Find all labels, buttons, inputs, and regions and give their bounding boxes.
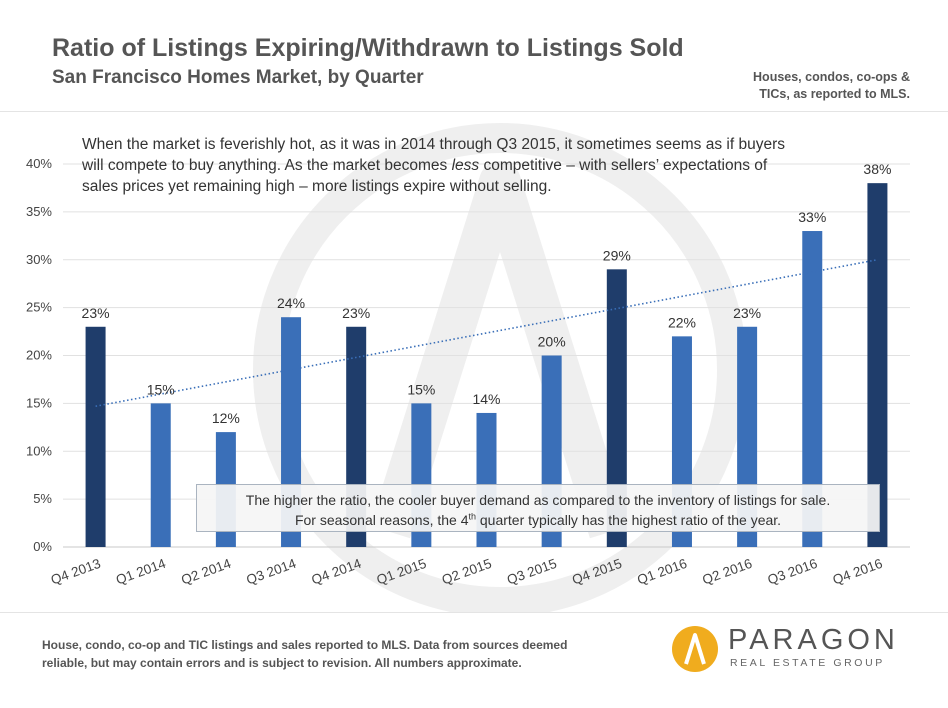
scope-note: Houses, condos, co-ops & TICs, as report… [753,70,910,101]
y-tick-label: 20% [26,348,52,363]
data-label: 12% [212,410,240,426]
y-tick-label: 40% [26,156,52,171]
explanation-line-2-start: For seasonal reasons, the 4 [294,512,469,528]
data-label: 14% [472,391,500,407]
logo-tagline: REAL ESTATE GROUP [730,657,885,669]
x-tick-label: Q1 2014 [114,556,168,588]
source-note: House, condo, co-op and TIC listings and… [42,638,568,670]
data-label: 23% [82,305,110,321]
data-label: 23% [733,305,761,321]
data-label: 20% [538,334,566,350]
annotation-emphasis: less [451,157,480,174]
explanation-line-1: The higher the ratio, the cooler buyer d… [245,492,831,508]
x-tick-label: Q2 2014 [179,556,233,588]
market-annotation: When the market is feverishly hot, as it… [82,134,802,197]
bar [85,326,106,547]
bar [150,403,171,547]
data-label: 23% [342,305,370,321]
explanation-line-2: For seasonal reasons, the 4th quarter ty… [205,510,871,530]
y-tick-label: 15% [26,395,52,410]
y-tick-label: 30% [26,252,52,267]
y-tick-label: 35% [26,204,52,219]
x-axis: Q4 2013 Q1 2014 Q2 2014 Q3 2014 Q4 2014 Q1 20… [49,556,885,588]
data-labels: 23% 15% 12% 24% 23% 15% 14% 20% 29% 22% 23% 33% 38% [82,161,892,426]
data-label: 15% [147,381,175,397]
logo-wordmark: PARAGON [728,624,899,656]
y-axis: 0% 5% 10% 15% 20% 25% 30% 35% 40% [26,156,52,554]
y-tick-label: 25% [26,300,52,315]
x-tick-label: Q4 2014 [309,556,363,588]
bar [867,183,888,547]
ratio-explanation-box: The higher the ratio, the cooler buyer d… [196,484,880,532]
explanation-line-2-end: quarter typically has the highest ratio … [476,512,782,528]
bar [802,231,823,547]
chart-title: Ratio of Listings Expiring/Withdrawn to … [52,34,684,62]
data-label: 38% [863,161,891,177]
ordinal-suffix: th [468,511,476,522]
paragon-logo-icon [672,626,718,672]
x-tick-label: Q2 2015 [440,556,494,588]
trendline-group [95,258,878,408]
bar [606,269,627,547]
x-tick-label: Q4 2013 [49,556,103,588]
y-tick-label: 10% [26,443,52,458]
x-tick-label: Q4 2016 [831,556,885,588]
x-tick-label: Q3 2016 [765,556,819,588]
x-tick-label: Q2 2016 [700,556,754,588]
y-tick-label: 0% [33,539,52,554]
watermark-logo [253,123,747,612]
chart-subtitle: San Francisco Homes Market, by Quarter [52,67,424,88]
x-tick-label: Q3 2014 [244,556,298,588]
annotation-text-end: competitive – with sellers’ expectations… [82,157,768,195]
annotation-text-start: When the market is feverishly hot, as it… [82,136,785,174]
data-label: 15% [407,381,435,397]
y-tick-label: 5% [33,491,52,506]
data-label: 22% [668,314,696,330]
data-label: 33% [798,209,826,225]
data-label: 24% [277,295,305,311]
trendline [95,258,878,408]
data-label: 29% [603,247,631,263]
